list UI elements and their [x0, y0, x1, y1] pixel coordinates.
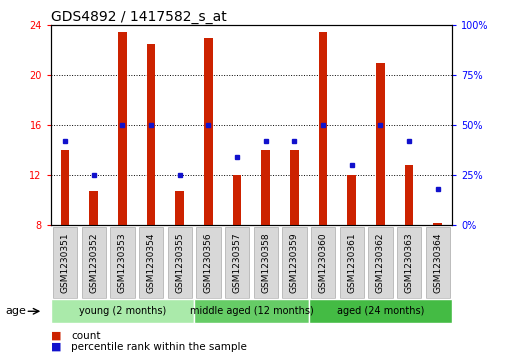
Text: GSM1230357: GSM1230357 [233, 232, 242, 293]
Bar [233, 175, 241, 225]
Text: GDS4892 / 1417582_s_at: GDS4892 / 1417582_s_at [51, 11, 227, 24]
Text: GSM1230358: GSM1230358 [261, 232, 270, 293]
Bar [262, 150, 270, 225]
Text: GSM1230362: GSM1230362 [376, 232, 385, 293]
Text: GSM1230360: GSM1230360 [319, 232, 328, 293]
Bar [376, 63, 385, 225]
Bar [319, 32, 328, 225]
Bar [175, 191, 184, 225]
Text: GSM1230359: GSM1230359 [290, 232, 299, 293]
Bar [89, 191, 98, 225]
Text: middle aged (12 months): middle aged (12 months) [189, 306, 313, 316]
Text: ■: ■ [51, 342, 61, 352]
Text: ■: ■ [51, 331, 61, 341]
Text: aged (24 months): aged (24 months) [337, 306, 424, 316]
Text: GSM1230364: GSM1230364 [433, 232, 442, 293]
Text: age: age [5, 306, 26, 316]
Text: GSM1230353: GSM1230353 [118, 232, 127, 293]
Bar [433, 223, 442, 225]
Text: young (2 months): young (2 months) [79, 306, 166, 316]
Text: GSM1230352: GSM1230352 [89, 232, 99, 293]
Text: GSM1230351: GSM1230351 [60, 232, 70, 293]
Text: percentile rank within the sample: percentile rank within the sample [71, 342, 247, 352]
Text: GSM1230356: GSM1230356 [204, 232, 213, 293]
Text: GSM1230355: GSM1230355 [175, 232, 184, 293]
Bar [147, 44, 155, 225]
Text: count: count [71, 331, 101, 341]
Bar [290, 150, 299, 225]
Bar [204, 38, 213, 225]
Bar [118, 32, 127, 225]
Bar [347, 175, 356, 225]
Text: GSM1230361: GSM1230361 [347, 232, 356, 293]
Bar [61, 150, 70, 225]
Bar [405, 165, 414, 225]
Text: GSM1230354: GSM1230354 [147, 232, 155, 293]
Text: GSM1230363: GSM1230363 [404, 232, 414, 293]
